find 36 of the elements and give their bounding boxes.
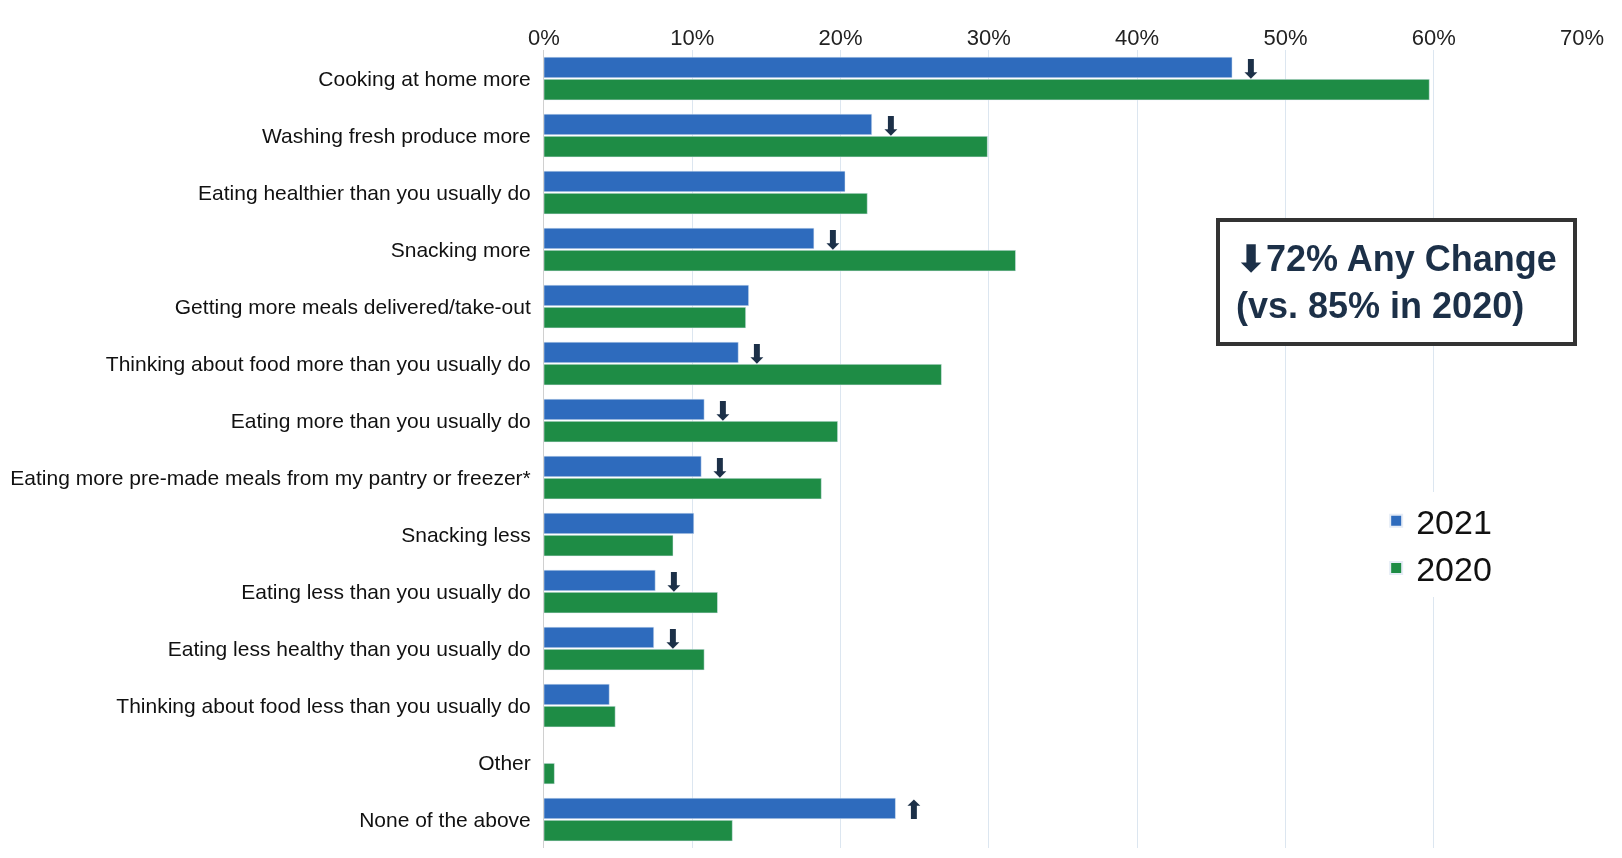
y-tick-label: Eating less healthy than you usually do xyxy=(167,636,531,660)
y-tick-label: Getting more meals delivered/take-out xyxy=(174,294,531,318)
y-tick-label: Thinking about food more than you usually do xyxy=(105,351,531,375)
annotation: ⬇ xyxy=(712,396,734,426)
x-tick-label: 40% xyxy=(1115,24,1160,50)
x-tick-label: 50% xyxy=(1263,24,1308,50)
x-tick-label: 20% xyxy=(818,24,863,50)
y-tick-label: Other xyxy=(478,750,531,774)
annotation: ⬆ xyxy=(903,795,925,825)
y-tick-label: Snacking more xyxy=(390,237,531,261)
annotation: (vs. 85% in 2020) xyxy=(1236,284,1525,326)
annotation: ⬇ xyxy=(663,567,685,597)
y-tick-label: Snacking less xyxy=(401,522,531,546)
annotation: ⬇ xyxy=(746,339,768,369)
x-tick-label: 60% xyxy=(1411,24,1456,50)
y-tick-label: Eating less than you usually do xyxy=(241,579,531,603)
x-tick-label: 30% xyxy=(966,24,1011,50)
annotation: ⬇ xyxy=(880,111,902,141)
legend-label: 2020 xyxy=(1416,550,1492,589)
annotation: ⬇ xyxy=(709,453,731,483)
bar xyxy=(544,763,555,785)
annotation: ⬇72% Any Change xyxy=(1236,238,1557,279)
y-tick-label: Washing fresh produce more xyxy=(261,123,531,147)
legend-label: 2021 xyxy=(1416,503,1492,542)
x-tick-label: 0% xyxy=(528,24,560,50)
y-tick-label: None of the above xyxy=(359,807,531,831)
annotation: ⬇ xyxy=(1240,54,1262,84)
y-tick-label: Eating more pre-made meals from my pantry or freezer* xyxy=(10,465,531,489)
y-tick-label: Eating healthier than you usually do xyxy=(198,180,531,204)
x-tick-label: 70% xyxy=(1559,24,1605,50)
y-tick-label: Cooking at home more xyxy=(318,66,531,90)
x-tick-label: 10% xyxy=(670,24,715,50)
y-tick-label: Thinking about food less than you usually do xyxy=(116,693,531,717)
annotation: ⬇ xyxy=(662,624,684,654)
annotation: ⬇ xyxy=(822,225,844,255)
y-tick-label: Eating more than you usually do xyxy=(230,408,531,432)
